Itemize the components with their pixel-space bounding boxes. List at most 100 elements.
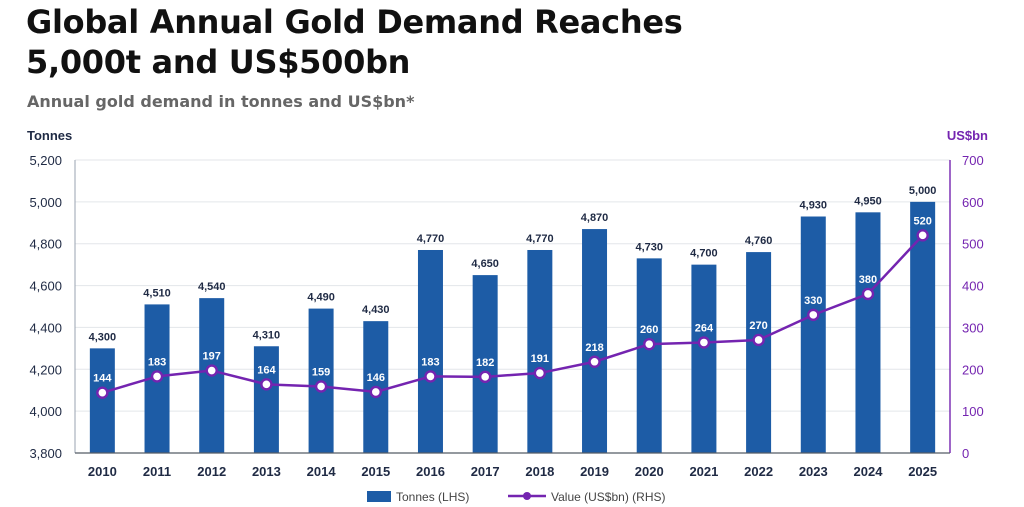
line-data-label: 182	[476, 357, 494, 369]
left-axis-tick-label: 4,800	[29, 237, 62, 252]
line-point	[369, 385, 382, 399]
bar-data-label: 5,000	[909, 185, 937, 197]
line-point	[697, 336, 711, 349]
x-axis-tick-label: 2014	[307, 464, 337, 479]
tonnes-data-labels: 4,300 4,510 4,540 4,310 4,490 4,430 4,770 4,650…	[89, 185, 937, 344]
line-point	[588, 355, 601, 368]
bar-data-label: 4,300	[89, 331, 117, 343]
bar-data-label: 4,950	[854, 195, 882, 207]
right-axis-tick-label: 200	[962, 362, 984, 377]
left-axis-tick-label: 4,400	[29, 320, 62, 335]
legend-bar-label: Tonnes (LHS)	[396, 490, 469, 504]
x-axis-tick-label: 2015	[361, 464, 390, 479]
tonnes-bars	[89, 201, 936, 453]
right-axis-tick-label: 0	[962, 446, 969, 461]
axes: 3,800 4,000 4,200 4,400 4,600 4,800 5,000 5,200…	[27, 128, 988, 479]
line-data-label: 520	[913, 215, 931, 227]
value-data-labels: 144 183 197 164 159 146 183 182 191 218 260 264 270 3…	[93, 215, 932, 384]
line-point	[96, 386, 109, 399]
left-axis-tick-label: 3,800	[29, 446, 62, 461]
line-point	[807, 308, 820, 322]
line-point	[205, 364, 218, 377]
left-axis-tick-label: 4,000	[29, 404, 62, 419]
chart-subtitle: Annual gold demand in tonnes and US$bn*	[27, 92, 415, 111]
bar-data-label: 4,770	[526, 233, 554, 245]
line-point	[478, 370, 492, 384]
bar-data-label: 4,650	[471, 258, 499, 270]
legend-bar-swatch	[367, 491, 391, 502]
bar-data-label: 4,760	[745, 235, 773, 247]
bar	[472, 275, 498, 453]
left-axis-tick-label: 4,600	[29, 279, 62, 294]
x-axis-tick-label: 2019	[580, 464, 609, 479]
x-axis-tick-label: 2024	[854, 464, 884, 479]
line-data-label: 330	[804, 295, 822, 307]
line-point	[150, 370, 164, 383]
line-data-label: 159	[312, 366, 330, 378]
bar	[89, 348, 115, 453]
x-axis-tick-label: 2016	[416, 464, 445, 479]
x-axis-tick-label: 2018	[525, 464, 554, 479]
value-line-series	[96, 229, 929, 399]
line-data-label: 260	[640, 324, 658, 336]
bar-data-label: 4,770	[417, 233, 445, 245]
line-point	[861, 287, 875, 301]
x-axis-tick-label: 2012	[197, 464, 226, 479]
line-data-label: 183	[421, 356, 439, 368]
bar	[417, 249, 443, 453]
line-data-label: 197	[203, 351, 221, 363]
line-data-label: 380	[859, 274, 877, 286]
line-point	[643, 337, 656, 351]
x-axis-tick-label: 2025	[908, 464, 937, 479]
line-point	[916, 229, 929, 242]
bar	[636, 258, 662, 453]
x-axis-tick-label: 2010	[88, 464, 117, 479]
bar-data-label: 4,430	[362, 304, 390, 316]
bar-data-label: 4,540	[198, 281, 226, 293]
right-axis-tick-label: 400	[962, 279, 984, 294]
x-axis-tick-label: 2022	[744, 464, 773, 479]
x-axis-tick-label: 2013	[252, 464, 281, 479]
line-point	[533, 366, 547, 380]
bar	[253, 346, 279, 453]
chart-title-line-1: Global Annual Gold Demand Reaches	[26, 3, 683, 41]
bar-data-label: 4,730	[635, 241, 663, 253]
line-data-label: 146	[367, 372, 385, 384]
x-axis-tick-label: 2020	[635, 464, 664, 479]
right-axis-title: US$bn	[947, 128, 988, 143]
line-data-label: 264	[695, 322, 714, 334]
chart-title: Global Annual Gold Demand Reaches 5,000t…	[26, 2, 683, 82]
line-data-label: 191	[531, 353, 549, 365]
line-data-label: 164	[257, 364, 276, 376]
legend-line-marker	[523, 492, 531, 500]
right-axis-tick-label: 600	[962, 195, 984, 210]
bar-data-label: 4,490	[307, 292, 335, 304]
line-data-label: 218	[585, 342, 603, 354]
bar	[855, 212, 881, 453]
legend-line-label: Value (US$bn) (RHS)	[551, 490, 665, 504]
right-axis-tick-label: 700	[962, 153, 984, 168]
line-data-label: 183	[148, 356, 166, 368]
bar	[582, 229, 608, 453]
bar-data-label: 4,700	[690, 248, 718, 260]
legend: Tonnes (LHS) Value (US$bn) (RHS)	[367, 490, 665, 504]
right-axis-tick-label: 100	[962, 404, 984, 419]
right-axis-tick-label: 500	[962, 237, 984, 252]
bar	[746, 252, 772, 453]
line-point	[752, 333, 765, 347]
bar-data-label: 4,510	[143, 287, 171, 299]
bar-data-label: 4,870	[581, 212, 609, 224]
chart-title-line-2: 5,000t and US$500bn	[26, 43, 411, 81]
left-axis-tick-label: 5,200	[29, 153, 62, 168]
line-data-label: 144	[93, 373, 112, 385]
x-axis-tick-label: 2011	[143, 464, 171, 479]
left-axis-tick-label: 5,000	[29, 195, 62, 210]
x-axis-tick-label: 2021	[689, 464, 718, 479]
left-axis-tick-label: 4,200	[29, 362, 62, 377]
line-data-label: 270	[749, 320, 767, 332]
line-point	[424, 370, 437, 383]
line-point	[260, 378, 273, 391]
value-line	[101, 234, 924, 394]
bar	[800, 216, 826, 453]
